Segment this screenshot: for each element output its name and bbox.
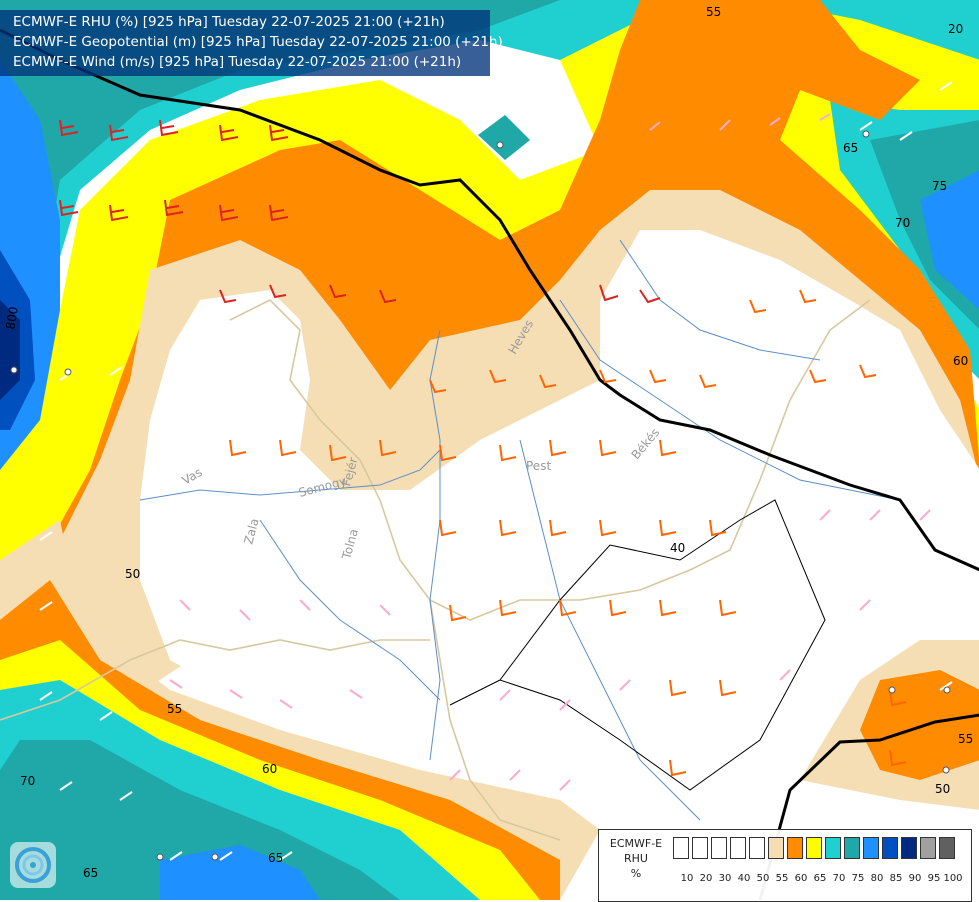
title-geopotential: ECMWF-E Geopotential (m) [925 hPa] Tuesd… xyxy=(13,34,503,50)
contour-label: 40 xyxy=(670,541,685,555)
place-label-pest: Pest xyxy=(526,459,551,473)
legend-level-label: 85 xyxy=(889,873,903,884)
legend-swatch xyxy=(806,837,822,859)
title-box: ECMWF-E RHU (%) [925 hPa] Tuesday 22-07-… xyxy=(0,10,503,76)
legend-level-label: 30 xyxy=(718,873,732,884)
legend-swatch xyxy=(711,837,727,859)
legend-swatch xyxy=(825,837,841,859)
legend-level-label: 60 xyxy=(794,873,808,884)
borders xyxy=(0,299,871,841)
legend-title: ECMWF-E RHU % xyxy=(603,836,669,881)
field-blue-right xyxy=(920,170,979,310)
contour-label: 70 xyxy=(895,216,910,230)
legend-level-label: 65 xyxy=(813,873,827,884)
field-navy-left xyxy=(0,300,20,400)
field-orange-bottomright xyxy=(860,670,979,780)
field-white-core xyxy=(140,230,979,820)
legend-swatch xyxy=(901,837,917,859)
legend-swatch xyxy=(787,837,803,859)
contour-label: 70 xyxy=(20,774,35,788)
legend-level-label: 55 xyxy=(775,873,789,884)
legend-swatch xyxy=(673,837,689,859)
legend-unit: % xyxy=(630,867,642,880)
legend-swatch xyxy=(844,837,860,859)
legend-title-line2: RHU xyxy=(624,852,648,865)
geopotential-label: 800 xyxy=(3,306,21,331)
legend-level-label: 80 xyxy=(870,873,884,884)
contour-label: 50 xyxy=(125,567,140,581)
legend-swatch xyxy=(768,837,784,859)
contour-label: 65 xyxy=(83,866,98,880)
title-wind: ECMWF-E Wind (m/s) [925 hPa] Tuesday 22-… xyxy=(13,54,462,70)
legend-swatch xyxy=(939,837,955,859)
contour-label: 65 xyxy=(268,851,283,865)
admin-line xyxy=(449,499,826,791)
legend-level-label: 40 xyxy=(737,873,751,884)
legend-level-label: 75 xyxy=(851,873,865,884)
contour-label: 60 xyxy=(953,354,968,368)
legend-level-label: 95 xyxy=(927,873,941,884)
legend-swatch xyxy=(692,837,708,859)
contour-label: 20 xyxy=(948,22,963,36)
field-teal-spot xyxy=(478,115,530,160)
legend-level-label: 90 xyxy=(908,873,922,884)
legend-level-label: 50 xyxy=(756,873,770,884)
contour-label: 55 xyxy=(958,732,973,746)
contour-label: 50 xyxy=(935,782,950,796)
place-label-zala: Zala xyxy=(241,517,261,546)
legend-level-label: 70 xyxy=(832,873,846,884)
legend-title-line1: ECMWF-E xyxy=(609,837,663,850)
geopotential-lines xyxy=(0,28,979,900)
contour-label: 65 xyxy=(843,141,858,155)
field-teal-bottomleft xyxy=(0,740,400,900)
contour-label: 60 xyxy=(262,762,277,776)
legend-swatch xyxy=(882,837,898,859)
ecmwf-swirl-icon xyxy=(10,842,56,888)
legend-swatch xyxy=(920,837,936,859)
legend-level-label: 10 xyxy=(680,873,694,884)
contour-label: 55 xyxy=(167,702,182,716)
wind-barbs xyxy=(10,81,953,861)
contour-label: 75 xyxy=(932,179,947,193)
legend-swatch xyxy=(730,837,746,859)
legend-level-label: 100 xyxy=(943,873,963,884)
legend-swatch xyxy=(749,837,765,859)
legend-swatch xyxy=(863,837,879,859)
legend: ECMWF-E RHU % 10 20 30 40 50 55 60 65 70 75 80 85 90… xyxy=(598,829,972,902)
field-blue-bottomleft xyxy=(160,845,320,900)
legend-level-label: 20 xyxy=(699,873,713,884)
title-rhu: ECMWF-E RHU (%) [925 hPa] Tuesday 22-07-… xyxy=(13,14,445,30)
contour-label: 55 xyxy=(706,5,721,19)
